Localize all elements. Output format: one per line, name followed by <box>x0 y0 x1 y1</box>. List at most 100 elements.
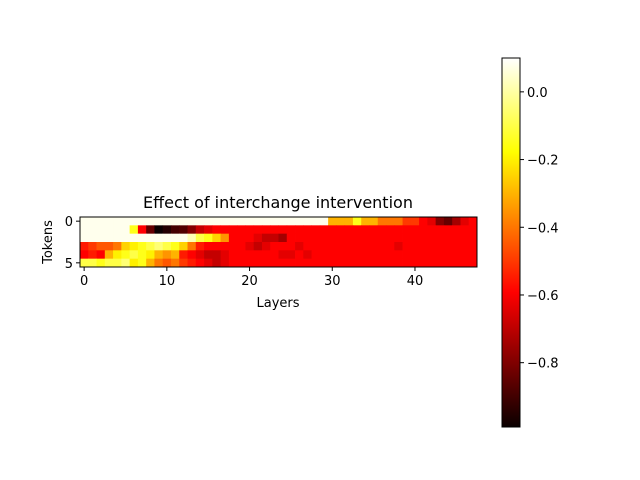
heatmap-cell <box>377 225 387 235</box>
heatmap-cell <box>270 217 279 226</box>
x-tick-label: 10 <box>159 274 176 289</box>
heatmap-cell <box>121 258 131 268</box>
heatmap-cell <box>237 225 246 235</box>
heatmap-cell <box>410 233 420 243</box>
heatmap-cell <box>270 250 279 260</box>
heatmap-cell <box>113 250 122 260</box>
heatmap-cell <box>435 225 445 235</box>
heatmap-cell <box>195 225 205 235</box>
heatmap-cell <box>336 217 346 226</box>
heatmap-cell <box>137 258 147 268</box>
heatmap-cell <box>460 242 470 251</box>
heatmap-cell <box>137 225 147 235</box>
heatmap-cell <box>443 258 453 268</box>
heatmap-cell <box>104 233 114 243</box>
heatmap-cell <box>104 258 114 268</box>
heatmap-cell <box>154 242 164 251</box>
heatmap-cell <box>88 250 97 260</box>
heatmap-cell <box>303 233 312 243</box>
heatmap-cell <box>228 233 238 243</box>
heatmap-cell <box>361 242 370 251</box>
heatmap-cell <box>162 217 172 226</box>
heatmap-cell <box>253 258 263 268</box>
heatmap-cell <box>228 242 238 251</box>
heatmap-cell <box>468 250 478 260</box>
heatmap-cell <box>113 242 122 251</box>
heatmap-cell <box>146 250 155 260</box>
heatmap-cell <box>352 250 362 260</box>
heatmap-cell <box>228 225 238 235</box>
heatmap-cell <box>435 217 445 226</box>
heatmap-cell <box>328 250 337 260</box>
heatmap-cell <box>204 258 213 268</box>
heatmap-cell <box>162 225 172 235</box>
heatmap-cell <box>295 233 304 243</box>
heatmap-cell <box>410 225 420 235</box>
heatmap-cell <box>386 233 395 243</box>
heatmap-cell <box>319 233 329 243</box>
heatmap-cell <box>319 217 329 226</box>
x-tick-label: 30 <box>324 274 341 289</box>
heatmap-cell <box>228 250 238 260</box>
heatmap-cell <box>129 242 139 251</box>
heatmap-cell <box>220 258 230 268</box>
heatmap-cell <box>435 233 445 243</box>
heatmap-cell <box>328 233 337 243</box>
heatmap-cell <box>162 233 172 243</box>
colorbar-tick-label: −0.4 <box>527 221 559 236</box>
heatmap-cell <box>452 242 461 251</box>
x-axis-ticks: 0 10 20 30 40 <box>80 267 423 289</box>
heatmap-cell <box>137 242 147 251</box>
colorbar-ticks: 0.0 −0.2 −0.4 −0.6 −0.8 <box>520 86 559 372</box>
heatmap-cell <box>261 250 271 260</box>
heatmap-cell <box>129 233 139 243</box>
heatmap-cell <box>344 217 354 226</box>
heatmap-cell <box>154 225 164 235</box>
heatmap-cell <box>377 233 387 243</box>
heatmap-cell <box>96 233 106 243</box>
heatmap-cell <box>80 225 89 235</box>
heatmap-cell <box>96 242 106 251</box>
heatmap-cell <box>460 225 470 235</box>
heatmap-cell <box>443 233 453 243</box>
heatmap-cell <box>435 250 445 260</box>
heatmap-cell <box>303 242 312 251</box>
heatmap-cell <box>468 217 478 226</box>
x-tick-label: 40 <box>407 274 424 289</box>
heatmap-cell <box>443 217 453 226</box>
heatmap-cell <box>80 242 89 251</box>
heatmap-cell <box>96 258 106 268</box>
heatmap-cell <box>170 233 180 243</box>
heatmap-cell <box>212 217 221 226</box>
heatmap-cell <box>154 258 164 268</box>
heatmap-cell <box>237 242 246 251</box>
heatmap-cell <box>394 258 403 268</box>
heatmap-cell <box>154 250 164 260</box>
heatmap-cell <box>113 258 122 268</box>
heatmap-cell <box>295 225 304 235</box>
heatmap-cell <box>369 242 379 251</box>
heatmap-cell <box>121 242 131 251</box>
heatmap-cell <box>121 233 131 243</box>
heatmap-cell <box>137 217 147 226</box>
heatmap-cell <box>419 242 428 251</box>
heatmap-cell <box>104 225 114 235</box>
heatmap-cell <box>80 233 89 243</box>
heatmap-cell <box>253 217 263 226</box>
heatmap-cell <box>319 225 329 235</box>
heatmap-cell <box>154 217 164 226</box>
heatmap-cell <box>328 258 337 268</box>
heatmap-cell <box>295 258 304 268</box>
heatmap-cell <box>162 258 172 268</box>
y-axis-ticks: 05 <box>65 215 80 272</box>
heatmap-cell <box>237 258 246 268</box>
heatmap-cell <box>402 250 412 260</box>
heatmap-cell <box>386 242 395 251</box>
heatmap-cell <box>146 233 155 243</box>
heatmap-cell <box>402 233 412 243</box>
heatmap-cell <box>270 233 279 243</box>
heatmap-cell <box>204 217 213 226</box>
heatmap-cell <box>386 250 395 260</box>
heatmap-cell <box>369 258 379 268</box>
